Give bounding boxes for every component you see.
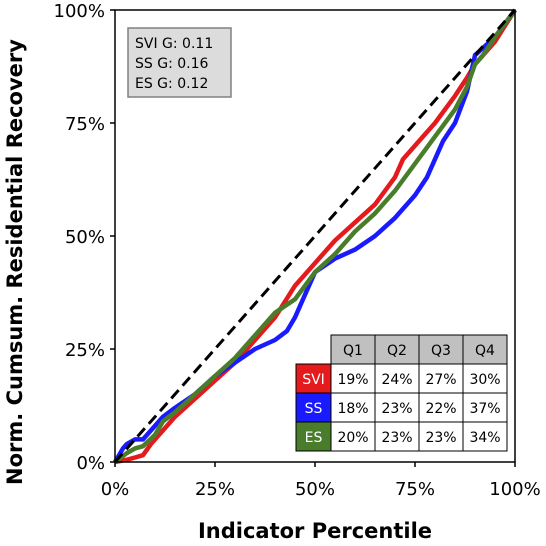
series-layer xyxy=(113,8,517,465)
table-header-cell xyxy=(330,334,376,365)
table-cell-value: 22% xyxy=(425,401,456,417)
table-row-label: ES xyxy=(305,430,323,446)
table-header-cell xyxy=(418,334,464,365)
table-cell xyxy=(330,421,376,452)
table-cell xyxy=(374,363,420,394)
table-row-label: SVI xyxy=(302,372,325,388)
y-tick-label: 75% xyxy=(65,114,105,135)
table-cell-value: 37% xyxy=(469,401,500,417)
table-cell-value: 20% xyxy=(337,430,368,446)
table-cell-value: 23% xyxy=(381,430,412,446)
table-header-label: Q1 xyxy=(343,343,363,359)
gini-ss: SS G: 0.16 xyxy=(135,56,209,72)
series-line-ss xyxy=(113,8,517,464)
x-tick-label: 100% xyxy=(489,479,540,500)
y-tick-label: 0% xyxy=(76,453,105,474)
table-row-label-cell xyxy=(295,363,332,394)
table-cell-value: 18% xyxy=(337,401,368,417)
table-header-cell xyxy=(462,334,508,365)
equality-reference-line xyxy=(113,9,517,463)
table-cell-value: 30% xyxy=(469,372,500,388)
quartile-share-table: Q1 Q2 Q3 Q4 SVI 19% 24% 27% 30% SS 18% 23% 22% 37% ES 2… xyxy=(295,334,508,452)
table-header-cell xyxy=(374,334,420,365)
y-tick-label: 25% xyxy=(65,340,105,361)
table-cell xyxy=(330,363,376,394)
table-cell-value: 23% xyxy=(381,401,412,417)
table-header-label: Q3 xyxy=(431,343,451,359)
gini-svi: SVI G: 0.11 xyxy=(135,36,213,52)
table-cell-value: 34% xyxy=(469,430,500,446)
table-header-label: Q4 xyxy=(475,343,495,359)
table-cell-value: 24% xyxy=(381,372,412,388)
table-cell-value: 19% xyxy=(337,372,368,388)
x-tick-label: 0% xyxy=(101,479,130,500)
table-header-label: Q2 xyxy=(387,343,407,359)
gini-annotation-box: SVI G: 0.11 SS G: 0.16 ES G: 0.12 xyxy=(127,27,232,98)
x-tick-label: 50% xyxy=(295,479,335,500)
gini-es: ES G: 0.12 xyxy=(135,76,208,92)
x-axis-title: Indicator Percentile xyxy=(198,519,432,543)
x-tick-label: 25% xyxy=(195,479,235,500)
table-row-label-cell xyxy=(295,392,332,423)
table-cell-value: 27% xyxy=(425,372,456,388)
x-tick-label: 75% xyxy=(395,479,435,500)
table-cell xyxy=(418,421,464,452)
table-cell xyxy=(330,392,376,423)
table-row-label-cell xyxy=(295,421,332,452)
y-tick-label: 50% xyxy=(65,227,105,248)
y-tick-label: 100% xyxy=(54,1,105,22)
series-line-svi xyxy=(114,8,517,465)
gini-box-background xyxy=(127,27,232,98)
table-cell-value: 23% xyxy=(425,430,456,446)
table-row-label: SS xyxy=(305,401,323,417)
axis-ticks: 0% 25% 50% 75% 100% 0% 25% 50% 75% 100% xyxy=(54,1,541,500)
y-axis-title: Norm. Cumsum. Residential Recovery xyxy=(3,39,27,485)
series-line-es xyxy=(113,8,517,464)
table-cell xyxy=(462,421,508,452)
